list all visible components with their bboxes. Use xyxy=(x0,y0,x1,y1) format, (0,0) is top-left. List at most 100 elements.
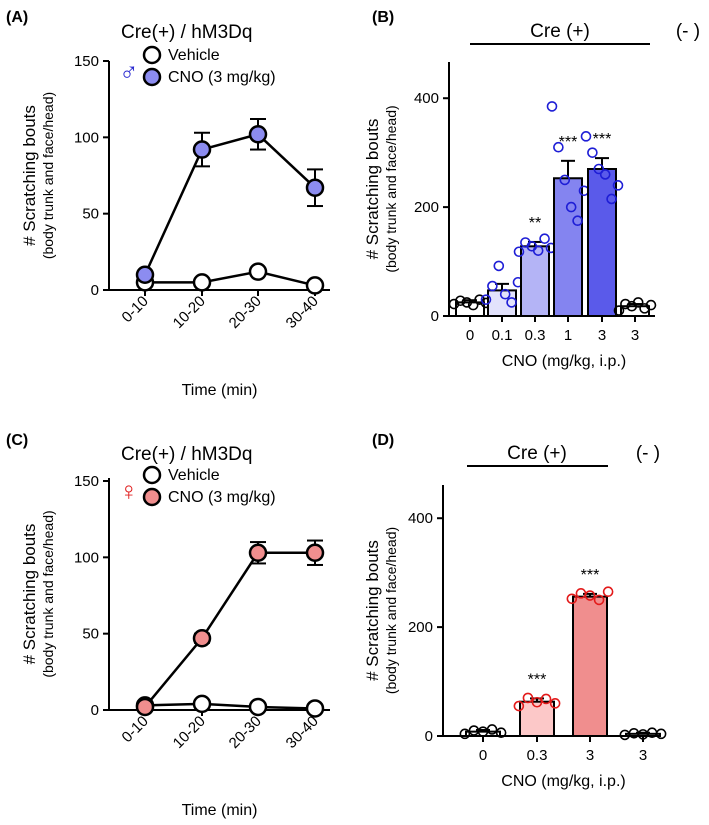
individual-point xyxy=(639,303,650,314)
data-point xyxy=(192,273,212,292)
x-tick-label: 3 xyxy=(639,747,647,764)
data-point xyxy=(305,699,325,718)
y-tick-label: 400 xyxy=(414,90,439,107)
significance-label: *** xyxy=(581,567,600,584)
y-axis-sublabel: (body trunk and face/head) xyxy=(40,510,56,677)
legend-label: CNO (3 mg/kg) xyxy=(168,69,276,86)
data-point xyxy=(192,140,212,159)
y-tick-label: 0 xyxy=(425,728,433,745)
significance-label: *** xyxy=(593,131,612,148)
individual-point xyxy=(612,180,624,191)
significance-label: ** xyxy=(529,215,541,232)
y-tick-label: 0 xyxy=(91,282,99,299)
individual-point xyxy=(540,693,552,705)
panel-label: (D) xyxy=(372,432,394,449)
data-point xyxy=(248,262,268,281)
x-tick-label: 3 xyxy=(598,327,606,344)
x-tick-label: 30-40 xyxy=(283,293,322,332)
individual-point xyxy=(584,590,596,601)
individual-point xyxy=(461,297,473,308)
individual-point xyxy=(493,260,505,272)
legend-label: Vehicle xyxy=(168,467,220,484)
significance-label: *** xyxy=(528,671,547,688)
individual-point xyxy=(531,696,543,708)
individual-point xyxy=(506,297,517,308)
series-line xyxy=(144,551,315,708)
bar xyxy=(553,177,583,317)
legend-marker xyxy=(142,487,162,507)
y-tick-label: 50 xyxy=(82,206,99,223)
individual-point xyxy=(486,724,498,735)
panel-label: (C) xyxy=(6,432,28,449)
panel-label: (A) xyxy=(6,9,28,26)
x-axis-label: CNO (mg/kg, i.p.) xyxy=(502,353,626,370)
y-axis-sublabel: (body trunk and face/head) xyxy=(383,527,399,694)
x-tick-label: 0-10 xyxy=(119,293,152,326)
individual-point xyxy=(599,169,611,180)
individual-point xyxy=(522,692,534,704)
bar xyxy=(620,305,650,318)
data-point xyxy=(192,694,212,714)
y-tick-label: 100 xyxy=(74,129,99,146)
x-tick-label: 10-20 xyxy=(170,293,209,332)
individual-point xyxy=(593,594,605,606)
series-line xyxy=(145,270,316,287)
bar xyxy=(487,289,517,317)
data-point xyxy=(305,178,325,197)
y-tick-label: 150 xyxy=(74,473,99,490)
y-tick-label: 200 xyxy=(408,619,433,636)
individual-point xyxy=(645,299,657,311)
individual-point xyxy=(499,288,511,300)
bar xyxy=(587,168,617,317)
individual-point xyxy=(553,141,564,153)
x-tick-label: 10-20 xyxy=(170,713,209,752)
individual-point xyxy=(572,215,583,227)
individual-point xyxy=(620,298,631,310)
individual-point xyxy=(487,280,498,292)
x-axis-label: CNO (mg/kg, i.p.) xyxy=(501,773,625,790)
data-point xyxy=(248,543,268,563)
y-tick-label: 150 xyxy=(74,53,99,70)
x-tick-label: 0.3 xyxy=(527,747,548,764)
y-tick-label: 200 xyxy=(414,199,439,216)
significance-label: *** xyxy=(559,134,578,151)
individual-point xyxy=(559,174,571,186)
individual-point xyxy=(566,593,578,605)
x-tick-label: 0-10 xyxy=(119,713,152,746)
group-label-cre-pos: Cre (+) xyxy=(530,21,590,42)
data-point xyxy=(248,697,268,717)
x-tick-label: 1 xyxy=(564,327,572,344)
bar xyxy=(572,595,608,737)
chart-title: Cre(+) / hM3Dq xyxy=(121,444,252,465)
individual-point xyxy=(613,305,625,316)
sex-symbol: ♂ xyxy=(119,57,139,87)
x-tick-label: 0 xyxy=(466,327,474,344)
x-tick-label: 0.3 xyxy=(525,327,546,344)
legend-marker xyxy=(142,67,162,87)
x-tick-label: 20-30 xyxy=(226,713,265,752)
bar xyxy=(520,245,550,317)
individual-point xyxy=(593,163,605,175)
individual-point xyxy=(546,101,558,112)
x-tick-label: 3 xyxy=(631,327,639,344)
x-axis-label: Time (min) xyxy=(182,382,258,399)
data-point xyxy=(135,697,155,717)
x-tick-label: 0 xyxy=(479,747,487,764)
legend-label: Vehicle xyxy=(168,47,220,64)
x-tick-label: 3 xyxy=(586,747,594,764)
y-axis-label: # Scratching bouts xyxy=(363,119,382,260)
x-tick-label: 30-40 xyxy=(283,713,322,752)
data-point xyxy=(248,125,268,144)
group-label-cre-neg: (- ) xyxy=(676,21,700,42)
individual-point xyxy=(513,246,525,258)
chart-title: Cre(+) / hM3Dq xyxy=(121,22,252,43)
individual-point xyxy=(455,295,466,307)
legend-marker xyxy=(142,45,162,65)
data-point xyxy=(305,276,325,295)
individual-point xyxy=(513,700,525,712)
group-label-cre-pos: Cre (+) xyxy=(507,443,567,464)
y-tick-label: 400 xyxy=(408,510,433,527)
legend-label: CNO (3 mg/kg) xyxy=(168,489,276,506)
sex-symbol: ♀ xyxy=(119,476,139,506)
